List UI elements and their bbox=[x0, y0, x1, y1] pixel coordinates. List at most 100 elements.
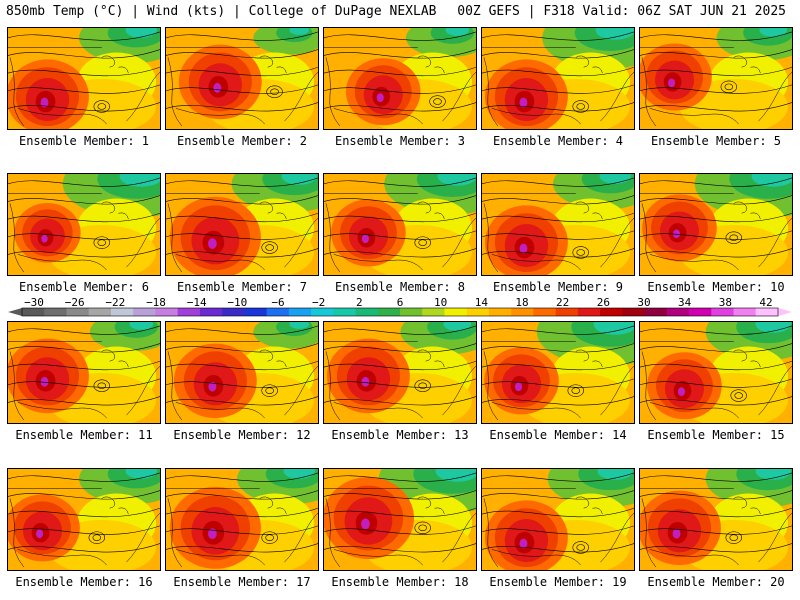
height-contour bbox=[8, 360, 160, 371]
map-panel bbox=[481, 321, 635, 424]
height-contour bbox=[324, 507, 476, 518]
height-contour-closed bbox=[261, 531, 278, 544]
border-south bbox=[175, 254, 265, 271]
colorbar-swatch bbox=[622, 308, 646, 316]
border-south bbox=[649, 549, 739, 566]
colorbar-swatch bbox=[444, 308, 468, 316]
coldest-region bbox=[281, 174, 318, 185]
height-contour bbox=[482, 490, 634, 500]
border-south bbox=[333, 402, 423, 419]
ensemble-member-label: Ensemble Member: 17 bbox=[173, 575, 311, 589]
coldest-region bbox=[445, 28, 470, 36]
map-panel bbox=[7, 173, 161, 276]
temperature-map bbox=[8, 28, 160, 129]
colorbar-tick-label: 10 bbox=[434, 296, 447, 309]
height-contour bbox=[8, 230, 160, 240]
height-contour bbox=[324, 396, 476, 406]
colorbar-low-arrow bbox=[8, 308, 22, 316]
height-contour bbox=[640, 472, 792, 482]
coldest-region bbox=[593, 322, 634, 335]
border-south bbox=[491, 108, 581, 125]
colorbar-high-arrow bbox=[778, 308, 792, 316]
colorbar-swatch bbox=[466, 308, 490, 316]
peak-heat-spot bbox=[41, 234, 48, 243]
header-run-info: 00Z GEFS | F318 Valid: 06Z SAT JUN 21 20… bbox=[457, 4, 786, 19]
great-lakes-outline bbox=[733, 496, 761, 515]
colorbar-swatch bbox=[488, 308, 512, 316]
map-panel bbox=[7, 27, 161, 130]
great-lakes-outline bbox=[417, 349, 445, 368]
ensemble-member-label: Ensemble Member: 1 bbox=[18, 134, 150, 148]
coastline-west bbox=[483, 351, 498, 421]
map-panel bbox=[323, 173, 477, 276]
height-contour bbox=[482, 230, 634, 240]
great-lakes-outline bbox=[101, 496, 129, 515]
height-contour bbox=[482, 325, 634, 335]
coastline-west bbox=[325, 57, 340, 127]
height-contour-closed bbox=[725, 231, 742, 244]
height-contour-closed bbox=[724, 83, 734, 91]
colorbar-swatch bbox=[44, 308, 67, 316]
coldest-region bbox=[119, 174, 160, 187]
border-south bbox=[175, 108, 265, 125]
temperature-map bbox=[166, 174, 318, 275]
colorbar-swatch bbox=[666, 308, 690, 316]
colorbar-outline bbox=[21, 307, 779, 317]
border-south bbox=[175, 402, 265, 419]
colorbar-tick-label: 22 bbox=[556, 296, 569, 309]
temperature-map bbox=[324, 28, 476, 129]
height-contour-closed bbox=[572, 541, 589, 554]
height-contour bbox=[482, 195, 634, 205]
coldest-region bbox=[755, 469, 792, 480]
height-contour bbox=[166, 230, 318, 240]
height-contour bbox=[166, 66, 318, 77]
colorbar-tick-label: −6 bbox=[271, 296, 284, 309]
map-panel bbox=[165, 321, 319, 424]
height-contour-closed bbox=[571, 387, 581, 394]
coldest-region bbox=[595, 28, 634, 40]
height-contour bbox=[482, 343, 634, 353]
height-contour-closed bbox=[265, 534, 274, 541]
height-contour-closed bbox=[97, 382, 107, 389]
height-contour bbox=[8, 378, 160, 388]
height-contour bbox=[482, 378, 634, 388]
ensemble-member-label: Ensemble Member: 3 bbox=[334, 134, 466, 148]
height-contour bbox=[324, 325, 476, 335]
coastline-east bbox=[758, 71, 792, 122]
height-contour bbox=[640, 31, 792, 41]
peak-heat-spot bbox=[40, 376, 49, 387]
height-contour-closed bbox=[730, 389, 747, 402]
height-contour-closed bbox=[414, 521, 431, 535]
height-contour bbox=[324, 543, 476, 553]
temperature-map bbox=[324, 322, 476, 423]
temperature-map bbox=[640, 469, 792, 570]
height-contour bbox=[8, 66, 160, 77]
coastline-east bbox=[126, 365, 160, 416]
colorbar-swatch bbox=[66, 308, 90, 316]
height-contour bbox=[640, 49, 792, 59]
height-contour-closed bbox=[414, 236, 431, 249]
height-contour bbox=[324, 212, 476, 223]
coastline-west bbox=[9, 57, 24, 127]
height-contour-closed bbox=[418, 382, 427, 389]
coastline-west bbox=[167, 498, 182, 568]
colorbar-swatch bbox=[400, 308, 423, 316]
height-contour-closed bbox=[92, 534, 102, 541]
colorbar-tick-label: 6 bbox=[397, 296, 404, 309]
coastline-east bbox=[442, 217, 476, 268]
height-contour bbox=[482, 49, 634, 59]
great-lakes-outline bbox=[417, 496, 445, 515]
ensemble-member-label: Ensemble Member: 9 bbox=[492, 280, 624, 294]
height-contour bbox=[482, 212, 634, 223]
height-contour bbox=[166, 84, 318, 94]
coldest-region bbox=[289, 322, 310, 329]
height-contour bbox=[482, 31, 634, 41]
peak-heat-spot bbox=[668, 78, 676, 88]
great-lakes-outline bbox=[575, 55, 603, 74]
height-contour bbox=[8, 248, 160, 258]
border-south bbox=[649, 402, 739, 419]
coastline-west bbox=[325, 351, 340, 421]
peak-heat-spot bbox=[208, 238, 217, 250]
ensemble-member-label: Ensemble Member: 8 bbox=[334, 280, 466, 294]
height-contour bbox=[640, 84, 792, 94]
